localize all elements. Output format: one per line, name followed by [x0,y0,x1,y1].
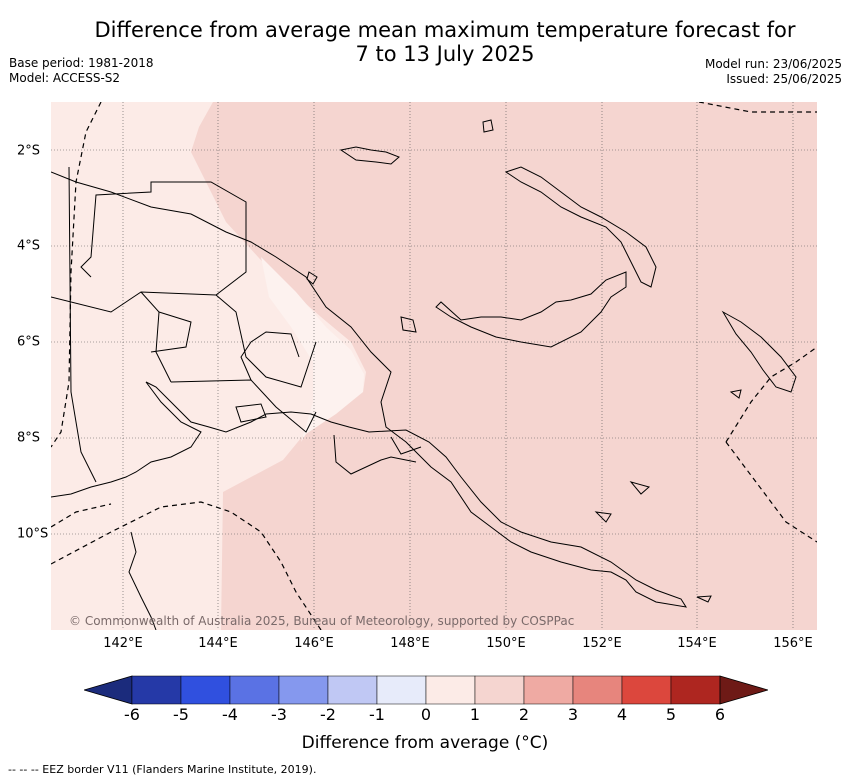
colorbar [84,675,768,705]
anomaly-region-neg1-to-0 [261,257,364,442]
longitude-tick-label: 156°E [773,636,813,651]
longitude-tick-label: 142°E [103,636,143,651]
eez-borders [51,102,817,630]
longitude-tick-label: 152°E [582,636,622,651]
colorbar-segment [523,675,574,705]
base-period: Base period: 1981-2018 [9,56,154,70]
colorbar-tick-label: 3 [567,705,579,724]
colorbar-segment [621,675,672,705]
cape-york [128,531,157,630]
colorbar-segment [327,675,378,705]
colorbar-tick-label: 5 [665,705,677,724]
latitude-tick-label: 8°S [17,430,41,446]
metadata-right: Model run: 23/06/2025 Issued: 25/06/2025 [705,57,842,87]
colorbar-segment [670,675,721,705]
anomaly-region-1-to-2 [191,102,817,630]
colorbar-over-arrow [719,675,768,705]
colorbar-segment [278,675,329,705]
longitude-tick-label: 146°E [294,636,334,651]
province-borders [51,166,422,483]
colorbar-tick-label: 6 [714,705,726,724]
latitude-tick-label: 2°S [17,143,41,159]
bougainville [721,310,797,393]
colorbar-tick-label: -1 [369,705,385,724]
model-run: Model run: 23/06/2025 [704,57,842,71]
manus-island [339,146,400,165]
title-line-2: 7 to 13 July 2025 [355,42,535,66]
new-ireland [504,166,657,288]
south-coast [51,381,202,498]
colorbar-segment [474,675,525,705]
longitude-tick-label: 154°E [677,636,717,651]
colorbar-tick-label: -5 [173,705,189,724]
title-line-1: Difference from average mean maximum tem… [94,18,796,42]
graticule [51,102,817,630]
colorbar-tick-label: 1 [469,705,481,724]
latitude-tick-label: 10°S [17,526,49,542]
colorbar-tick-label: -4 [222,705,238,724]
colorbar-segment [376,675,427,705]
issued-date: Issued: 25/06/2025 [726,72,842,86]
new-britain [435,271,627,348]
longitude-tick-label: 150°E [486,636,526,651]
longitude-tick-label: 148°E [390,636,430,651]
latitude-tick-label: 6°S [17,334,41,350]
colorbar-segment [229,675,280,705]
model-name: Model: ACCESS-S2 [9,71,121,85]
map-title: Difference from average mean maximum tem… [60,18,830,66]
colorbar-tick-label: 2 [518,705,530,724]
colorbar-tick-label: 4 [616,705,628,724]
colorbar-tick-label: -2 [320,705,336,724]
copyright-credit: © Commonwealth of Australia 2025, Bureau… [69,614,575,628]
colorbar-title: Difference from average (°C) [301,733,549,753]
colorbar-segment [425,675,476,705]
latitude-tick-label: 4°S [17,238,41,254]
colorbar-segment [572,675,623,705]
colorbar-tick-label: 0 [420,705,432,724]
colorbar-under-arrow [84,675,133,705]
forecast-map [51,102,817,630]
colorbar-segment [131,675,182,705]
metadata-left: Base period: 1981-2018 Model: ACCESS-S2 [9,56,154,86]
eez-footnote: -- -- -- EEZ border V11 (Flanders Marine… [8,763,317,776]
longitude-tick-label: 144°E [198,636,238,651]
new-guinea-coast [51,171,688,608]
coastlines [51,119,797,630]
colorbar-tick-label: -6 [124,705,140,724]
colorbar-segment [180,675,231,705]
colorbar-tick-label: -3 [271,705,287,724]
